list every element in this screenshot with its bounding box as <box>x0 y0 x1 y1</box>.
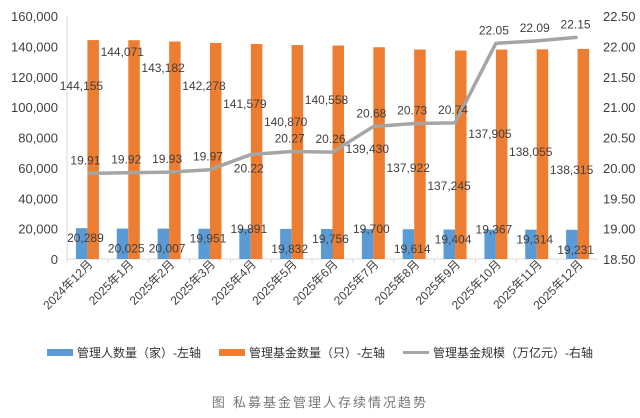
bar-managers <box>566 229 578 259</box>
left-tick-label: 80,000 <box>18 131 58 146</box>
bar-funds <box>495 49 508 260</box>
bar-funds <box>373 47 385 259</box>
data-label-scale: 19.92 <box>111 153 141 167</box>
data-label-managers: 19,891 <box>230 222 267 236</box>
data-label-scale: 22.09 <box>520 21 550 35</box>
data-label-managers: 20,007 <box>149 242 186 256</box>
bar-funds <box>128 40 140 259</box>
data-label-funds: 144,071 <box>101 45 145 59</box>
legend-label: 管理人数量（家）-左轴 <box>77 346 201 360</box>
right-tick-label: 22.50 <box>603 9 636 24</box>
data-label-managers: 19,700 <box>353 222 390 236</box>
bar-managers <box>239 228 251 259</box>
data-label-funds: 140,558 <box>305 93 349 107</box>
bar-managers <box>198 228 210 259</box>
data-label-funds: 144,155 <box>60 79 104 93</box>
data-label-funds: 138,315 <box>550 163 594 177</box>
legend-item-managers: 管理人数量（家）-左轴 <box>47 344 201 361</box>
data-label-managers: 19,614 <box>394 242 431 256</box>
line-fund-scale <box>87 35 578 176</box>
combo-chart: 020,00040,00060,00080,000100,000120,0001… <box>11 9 636 312</box>
data-label-managers: 19,832 <box>271 242 308 256</box>
data-label-managers: 20,289 <box>67 231 104 245</box>
data-label-funds: 141,579 <box>223 97 267 111</box>
legend-swatch <box>47 349 73 356</box>
bar-funds <box>87 40 99 260</box>
data-label-scale: 22.15 <box>561 17 591 31</box>
data-label-funds: 139,430 <box>346 142 390 156</box>
left-tick-label: 20,000 <box>18 222 58 237</box>
data-label-funds: 137,245 <box>427 179 471 193</box>
data-label-scale: 22.05 <box>479 23 509 37</box>
bar-managers <box>402 229 415 259</box>
data-label-scale: 20.73 <box>397 104 427 118</box>
bar-managers <box>443 229 456 259</box>
bar-funds <box>209 42 222 260</box>
data-label-managers: 19,951 <box>190 232 227 246</box>
bar-managers <box>525 229 537 259</box>
left-tick-label: 40,000 <box>18 191 58 206</box>
bar-managers <box>484 229 496 259</box>
right-tick-label: 18.50 <box>603 252 636 267</box>
bar-managers <box>157 228 170 259</box>
legend-item-funds: 管理基金数量（只）-左轴 <box>219 344 385 361</box>
data-label-funds: 142,278 <box>182 79 226 93</box>
data-label-managers: 19,756 <box>312 232 349 246</box>
data-label-scale: 19.97 <box>193 150 223 164</box>
right-tick-label: 19.50 <box>603 191 636 206</box>
data-label-managers: 19,314 <box>516 233 553 247</box>
data-label-funds: 140,870 <box>264 115 308 129</box>
legend: 管理人数量（家）-左轴 管理基金数量（只）-左轴 管理基金规模（万亿元）-右轴 <box>0 344 640 361</box>
left-tick-label: 160,000 <box>11 9 58 24</box>
data-label-scale: 19.91 <box>70 153 100 167</box>
data-label-managers: 19,404 <box>435 233 472 247</box>
data-label-scale: 20.74 <box>438 103 468 117</box>
bar-funds <box>332 45 344 259</box>
data-label-scale: 20.27 <box>275 131 305 145</box>
bar-funds <box>455 50 467 259</box>
data-label-funds: 143,182 <box>141 61 185 75</box>
data-label-scale: 20.68 <box>356 107 386 121</box>
bar-managers <box>321 228 333 259</box>
bar-managers <box>280 228 292 259</box>
bar-managers <box>116 228 129 259</box>
left-tick-label: 0 <box>51 252 58 267</box>
bar-funds <box>577 48 590 259</box>
right-tick-label: 21.00 <box>603 100 636 115</box>
right-tick-label: 20.00 <box>603 161 636 176</box>
bar-funds <box>169 41 181 259</box>
legend-label: 管理基金数量（只）-左轴 <box>249 346 385 360</box>
legend-swatch <box>403 351 429 354</box>
legend-item-scale: 管理基金规模（万亿元）-右轴 <box>403 344 593 361</box>
data-label-funds: 137,905 <box>468 127 512 141</box>
legend-label: 管理基金规模（万亿元）-右轴 <box>433 346 593 360</box>
bar-funds <box>250 43 263 259</box>
right-tick-label: 21.50 <box>603 70 636 85</box>
data-label-managers: 20,025 <box>108 242 145 256</box>
data-label-managers: 19,231 <box>557 243 594 257</box>
right-tick-label: 19.00 <box>603 222 636 237</box>
bar-managers <box>75 228 88 259</box>
data-label-scale: 19.93 <box>152 152 182 166</box>
left-tick-label: 140,000 <box>11 39 58 54</box>
left-tick-label: 120,000 <box>11 70 58 85</box>
left-tick-label: 100,000 <box>11 100 58 115</box>
figure-caption: 图 私募基金管理人存续情况趋势 <box>211 396 429 411</box>
data-label-managers: 19,367 <box>476 223 513 237</box>
data-label-funds: 137,922 <box>386 161 430 175</box>
category-label: 2024年12月 <box>40 257 95 312</box>
right-tick-label: 20.50 <box>603 131 636 146</box>
bar-funds <box>414 49 426 260</box>
right-tick-label: 22.00 <box>603 39 636 54</box>
data-label-funds: 138,055 <box>509 145 553 159</box>
data-label-scale: 20.22 <box>234 162 264 176</box>
legend-swatch <box>219 349 245 356</box>
bar-funds <box>536 49 549 260</box>
data-label-scale: 20.26 <box>315 132 345 146</box>
left-tick-label: 60,000 <box>18 161 58 176</box>
bar-managers <box>361 229 374 259</box>
